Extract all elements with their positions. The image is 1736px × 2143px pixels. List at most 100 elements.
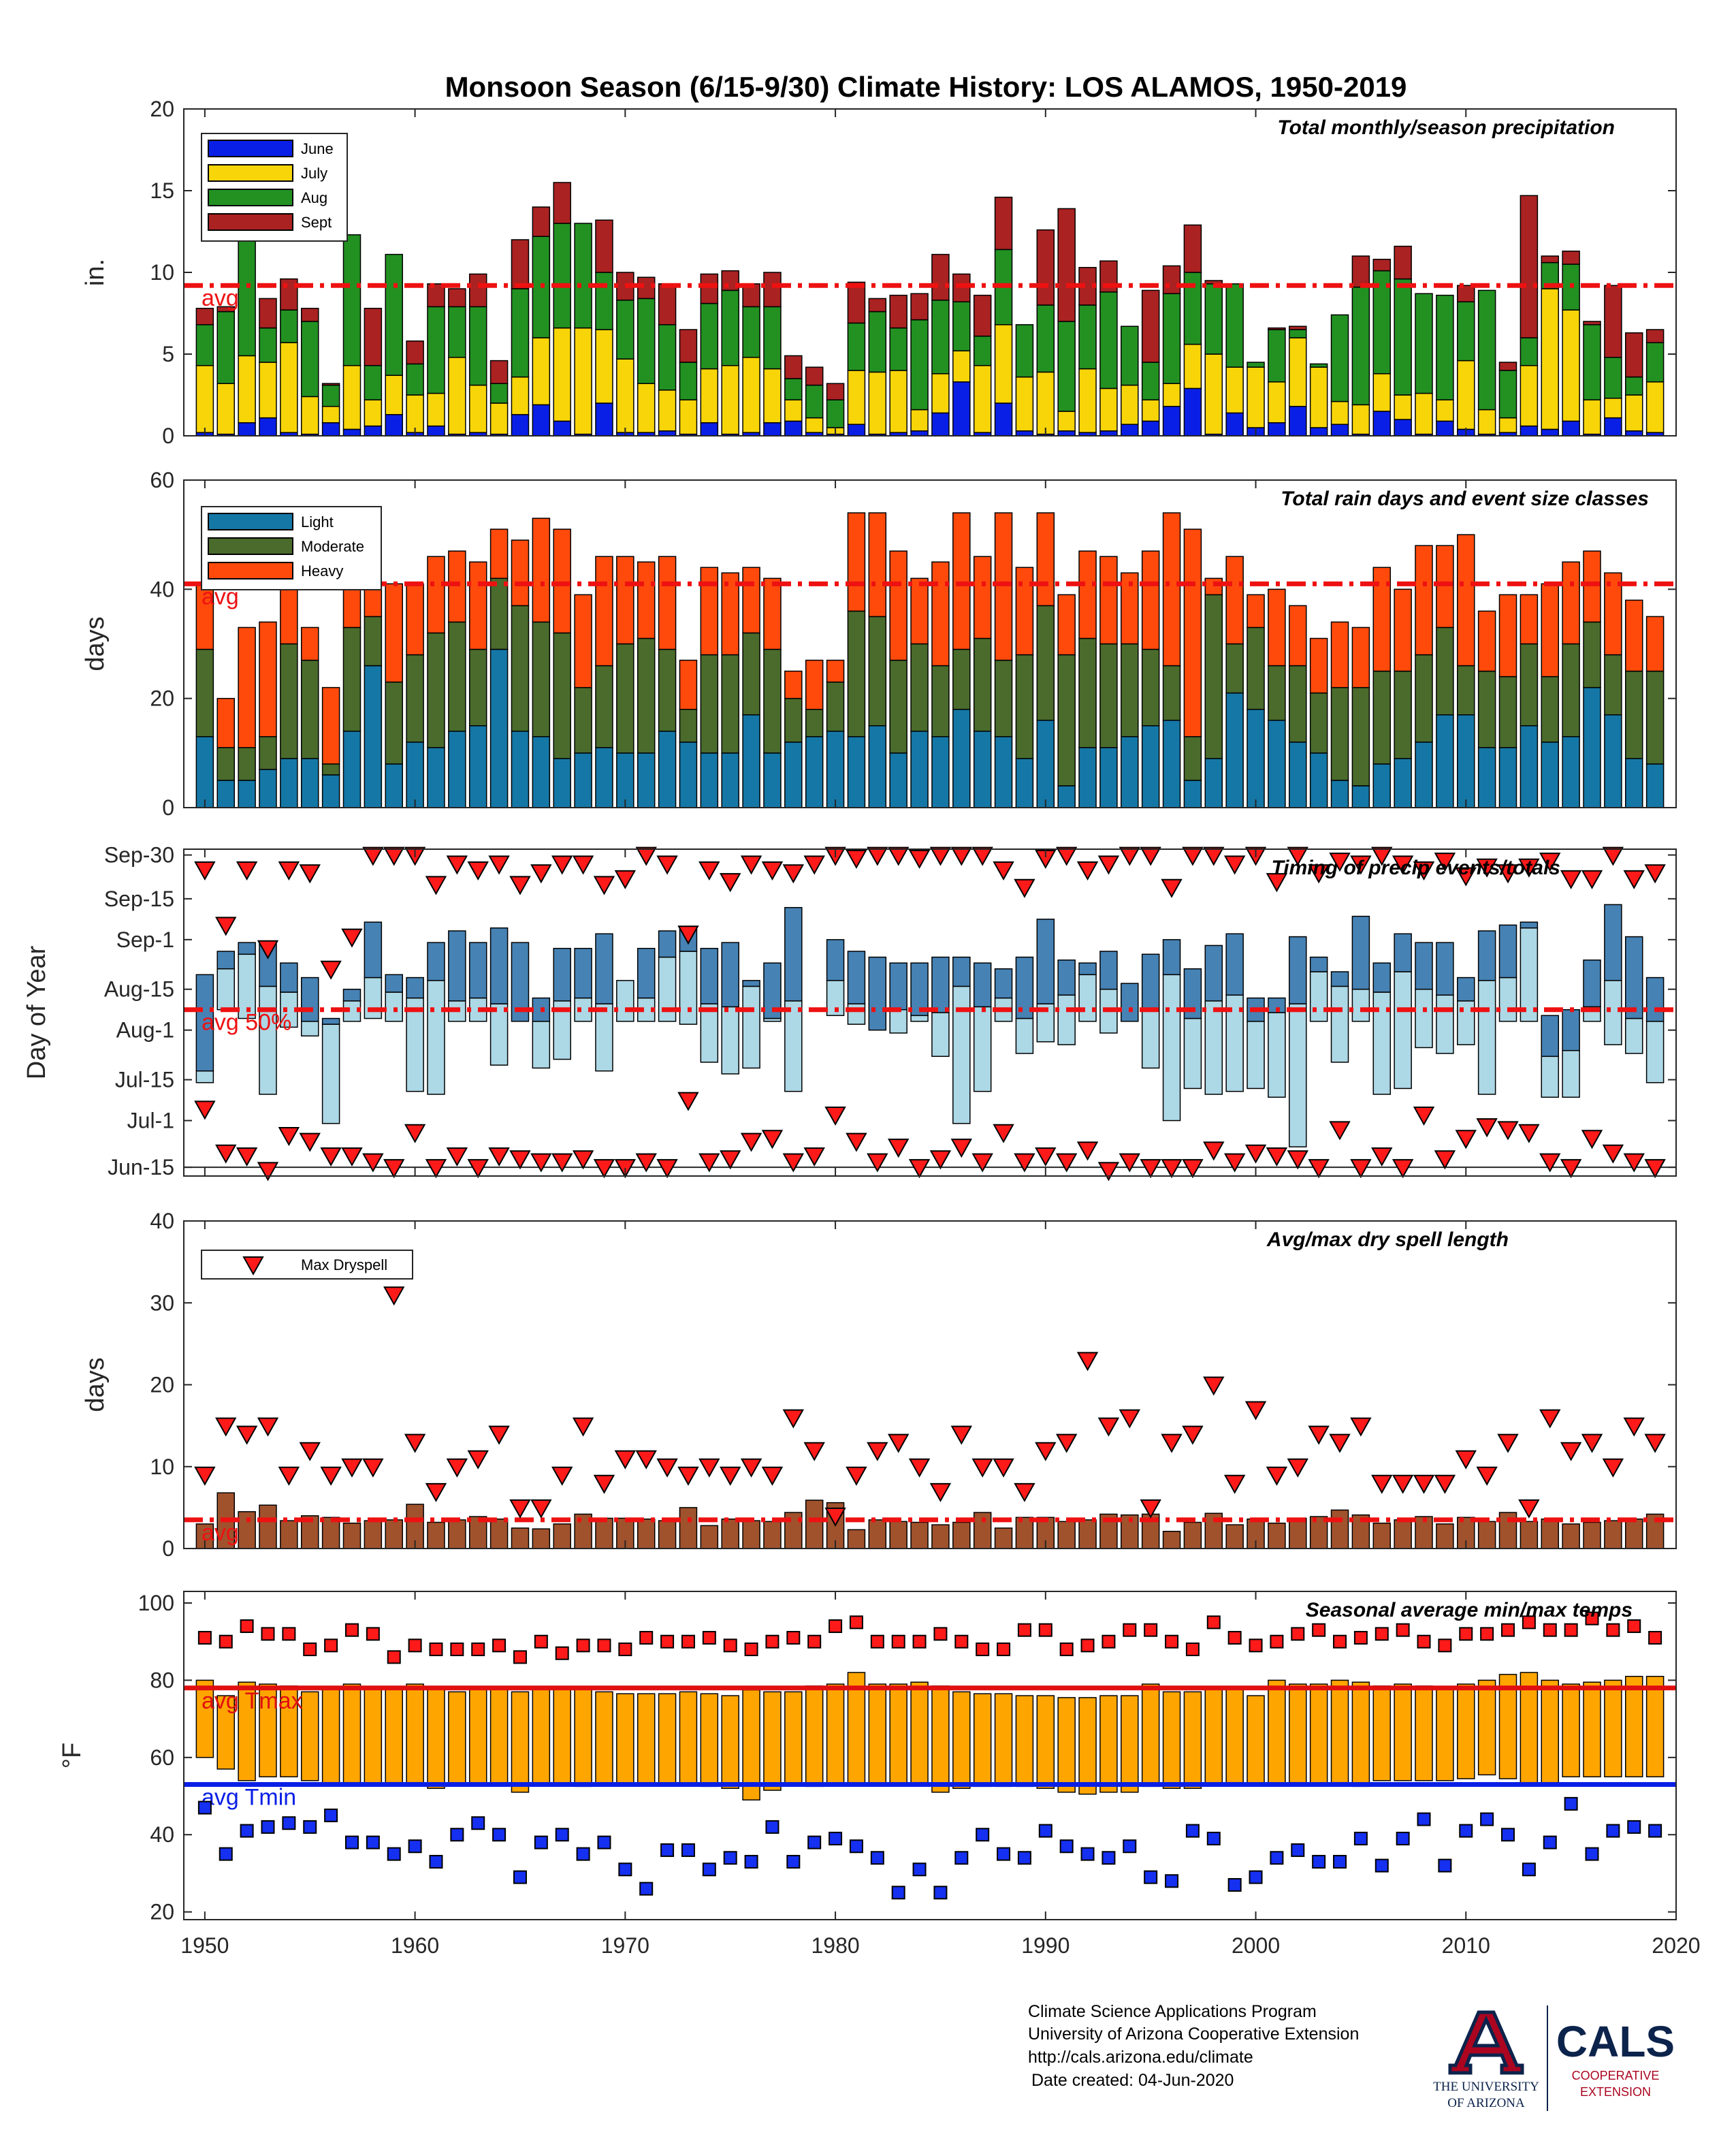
first-event-marker [593,1159,615,1179]
seasonal-min-marker [1522,1862,1536,1877]
first-event-marker [1097,1162,1120,1181]
precip-bar-aug [931,300,950,375]
precip-bar-june [532,404,551,436]
last-event-marker [425,876,447,895]
temp-range-bar [1183,1691,1202,1789]
seasonal-min-marker [765,1820,779,1834]
seasonal-min-marker [1459,1824,1473,1838]
x-tick-label: 1950 [180,1933,229,1958]
temp-range-bar [595,1691,613,1785]
precip-bar-july [910,409,929,432]
first-event-marker [824,1107,846,1126]
last-event-marker [1055,846,1078,866]
first-event-marker [1497,1121,1519,1141]
timing-lower-bar [1183,1017,1202,1090]
precip-bar-july [427,392,445,427]
last-event-marker [698,861,720,881]
raindays-bar-heavy [1477,610,1496,672]
seasonal-max-marker [1144,1623,1158,1637]
timing-lower-bar [1162,974,1181,1122]
raindays-bar-light [1099,747,1118,808]
precip-bar-aug [574,223,592,329]
precip-bar-june [847,424,866,436]
avg-dryspell-bar [1015,1517,1034,1549]
precip-bar-sept [1541,255,1560,264]
raindays-bar-light [952,708,971,808]
panel-title: Seasonal average min/max temps [1306,1599,1633,1621]
first-event-marker [362,1153,384,1173]
timing-lower-bar [1204,1000,1223,1095]
raindays-bar-light [763,752,782,808]
seasonal-min-marker [786,1854,801,1869]
raindays-bar-moderate [1099,643,1118,748]
y-tick-label: Jun-15 [108,1155,174,1179]
seasonal-min-marker [1438,1858,1452,1873]
last-event-marker [1182,846,1204,866]
y-tick-label: 20 [150,97,174,121]
precip-bar-june [1394,419,1412,436]
timing-lower-bar [721,1006,739,1075]
raindays-bar-heavy [1330,621,1349,688]
seasonal-min-marker [555,1828,569,1842]
seasonal-min-marker [1312,1854,1326,1869]
seasonal-min-marker [1480,1812,1494,1826]
seasonal-max-marker [1249,1638,1263,1653]
temp-range-bar [448,1691,466,1785]
max-dryspell-marker [572,1417,594,1437]
last-event-marker [1097,855,1120,875]
block-a-icon [1448,2010,1524,2075]
first-event-marker [803,1147,825,1167]
precip-bar-aug [553,223,571,329]
first-event-marker [1539,1153,1561,1173]
precip-bar-aug [1268,329,1286,383]
seasonal-max-marker [219,1634,233,1649]
raindays-bar-moderate [1604,654,1622,716]
timing-upper-bar [931,956,950,1013]
raindays-bar-moderate [1520,643,1539,727]
y-tick-label: 100 [138,1591,174,1615]
first-event-marker [656,1159,678,1179]
raindays-bar-moderate [195,648,214,737]
legend-label: Heavy [301,562,343,580]
precip-bar-aug [1225,283,1244,368]
max-dryspell-marker [362,1458,384,1478]
max-dryspell-marker [1014,1482,1035,1502]
seasonal-min-marker [492,1828,507,1842]
first-event-marker [404,1124,426,1143]
seasonal-max-marker [1227,1631,1242,1645]
precip-bar-july [763,368,782,424]
seasonal-min-marker [1080,1847,1095,1861]
seasonal-min-marker [513,1870,527,1884]
raindays-bar-light [784,742,803,808]
temp-range-bar [1457,1683,1475,1779]
first-event-marker [383,1159,405,1179]
raindays-bar-heavy [1204,577,1223,596]
raindays-bar-heavy [1078,550,1097,639]
temp-range-bar [1078,1697,1097,1795]
temp-range-bar [532,1687,551,1785]
precip-bar-july [637,383,656,433]
precip-bar-aug [1078,304,1097,370]
temp-range-bar [847,1672,866,1785]
raindays-bar-light [1604,714,1622,808]
precip-bar-june [1268,422,1286,436]
timing-lower-bar [321,1023,340,1124]
precip-bar-sept [1645,329,1665,343]
raindays-bar-light [342,731,361,808]
precip-bar-june [1372,411,1392,436]
raindays-bar-heavy [1141,550,1160,650]
temp-range-bar [763,1691,782,1791]
seasonal-min-marker [324,1808,338,1822]
last-event-marker [993,861,1014,881]
seasonal-max-marker [912,1634,927,1649]
raindays-bar-heavy [1457,534,1475,667]
raindays-bar-light [1121,736,1139,808]
precip-bar-july [1057,411,1076,432]
timing-lower-bar [1394,971,1412,1090]
y-tick-label: Aug-1 [116,1018,174,1043]
raindays-bar-heavy [553,528,571,634]
seasonal-max-marker [492,1638,507,1653]
seasonal-max-marker [261,1627,275,1641]
panel-title: Total rain days and event size classes [1281,488,1649,510]
temp-range-bar [1583,1681,1601,1777]
